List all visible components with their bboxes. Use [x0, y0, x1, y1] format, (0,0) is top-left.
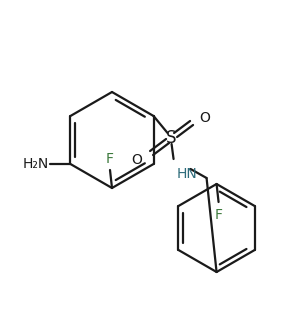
Text: F: F [106, 152, 114, 166]
Text: F: F [214, 208, 223, 222]
Text: O: O [132, 153, 142, 167]
Text: O: O [200, 111, 210, 125]
Text: S: S [166, 129, 177, 147]
Text: HN: HN [177, 167, 197, 181]
Text: H₂N: H₂N [22, 157, 49, 171]
